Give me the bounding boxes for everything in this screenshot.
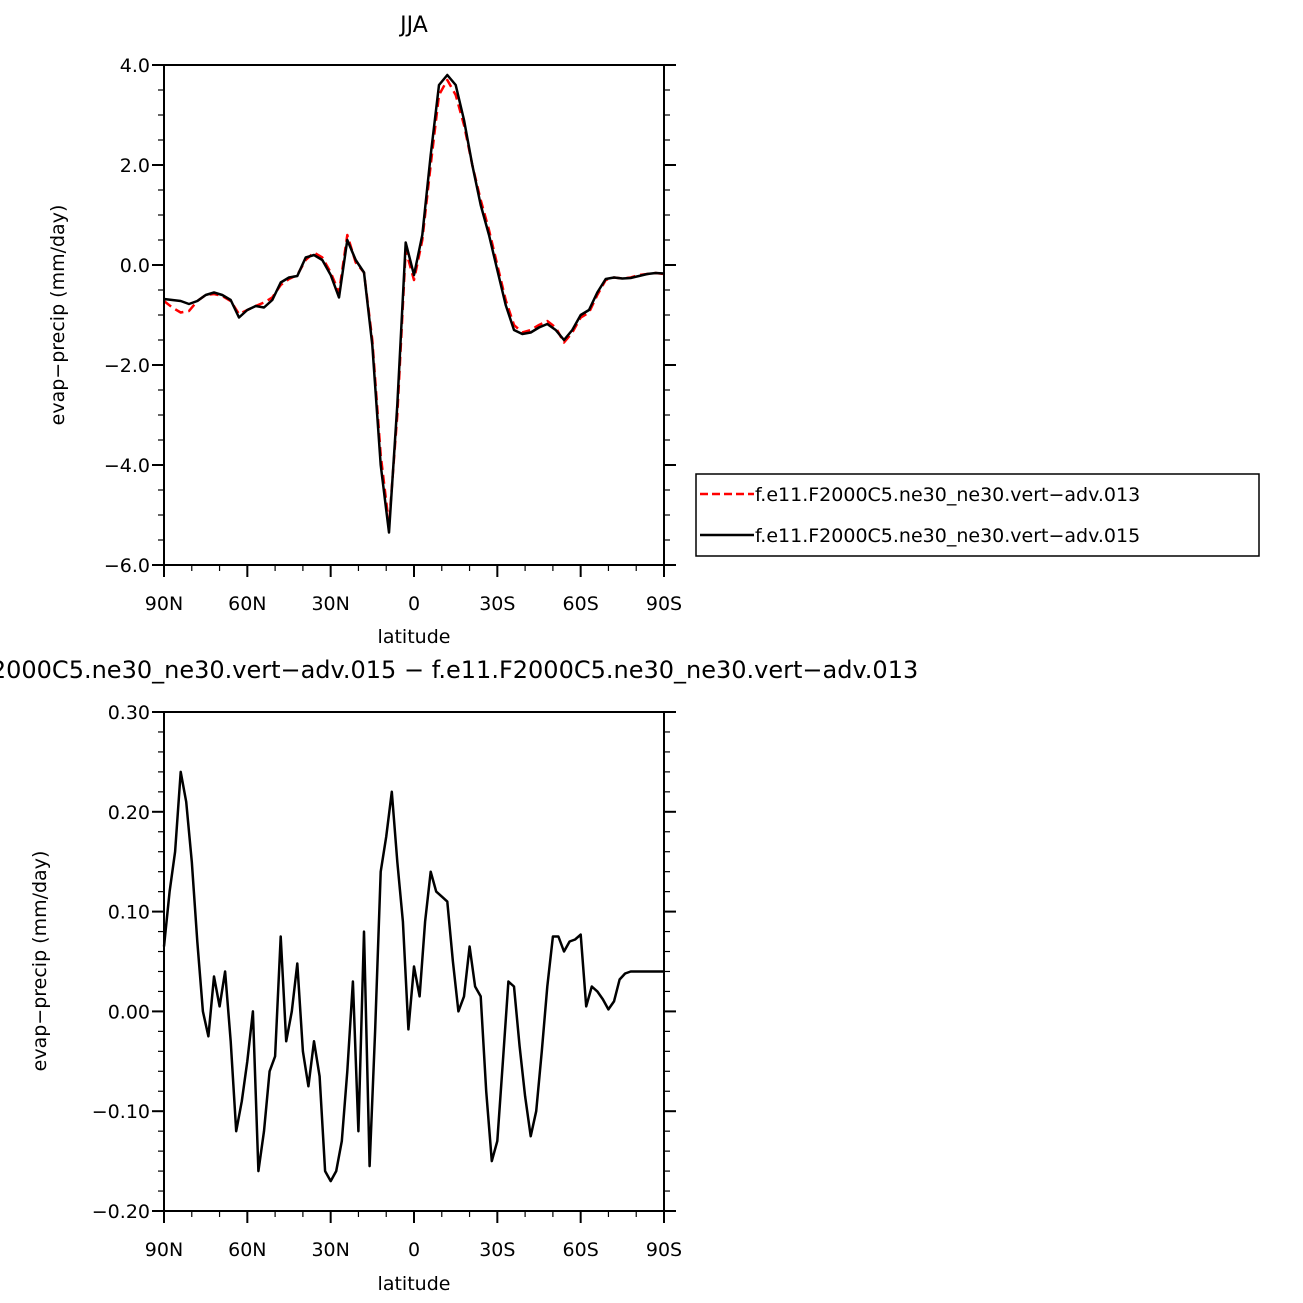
x-tick-label: 90S <box>646 593 682 615</box>
legend-label-015: f.e11.F2000C5.ne30_ne30.vert−adv.015 <box>755 525 1140 547</box>
y-tick-label: −6.0 <box>104 555 150 577</box>
y-tick-label: 0.30 <box>108 702 150 724</box>
x-tick-label: 90S <box>646 1239 682 1261</box>
series-line-1 <box>162 770 664 1183</box>
x-tick-label: 0 <box>408 593 420 615</box>
panel-bottom-xlabel: latitude <box>378 1273 451 1295</box>
panel-bottom-series <box>162 770 664 1183</box>
y-tick-label: 2.0 <box>120 155 150 177</box>
y-tick-label: 0.0 <box>120 255 150 277</box>
panel-top-series <box>163 73 665 534</box>
x-tick-label: 30S <box>479 1239 515 1261</box>
x-tick-label: 60N <box>228 593 266 615</box>
panel-bottom: f.e11.F2000C5.ne30_ne30.vert−adv.015 − f… <box>0 656 918 1295</box>
y-tick-label: −4.0 <box>104 455 150 477</box>
series-line-2 <box>163 73 665 534</box>
series-line-1 <box>163 78 665 527</box>
y-tick-label: 0.00 <box>108 1001 150 1023</box>
x-tick-label: 30N <box>311 593 349 615</box>
x-tick-label: 90N <box>145 1239 183 1261</box>
panel-top-frame <box>163 64 665 566</box>
panel-top-title: JJA <box>398 13 428 38</box>
y-tick-label: −0.10 <box>92 1101 150 1123</box>
panel-top-xlabel: latitude <box>378 626 451 648</box>
x-tick-label: 60S <box>563 593 599 615</box>
panel-top-ticks: 4.0 2.0 0.0 −2.0 −4.0 −6.0 90N 60N 30N 0 30S 60S 90S <box>104 55 682 615</box>
panel-top-ylabel: evap−precip (mm/day) <box>47 205 69 426</box>
x-tick-label: 90N <box>145 593 183 615</box>
legend: f.e11.F2000C5.ne30_ne30.vert−adv.013 f.e… <box>695 473 1260 557</box>
y-tick-label: −2.0 <box>104 355 150 377</box>
panel-bottom-title: f.e11.F2000C5.ne30_ne30.vert−adv.015 − f… <box>0 656 918 684</box>
x-tick-label: 30N <box>311 1239 349 1261</box>
x-tick-label: 0 <box>408 1239 420 1261</box>
x-tick-label: 60N <box>228 1239 266 1261</box>
legend-label-013: f.e11.F2000C5.ne30_ne30.vert−adv.013 <box>755 484 1140 506</box>
panel-bottom-frame <box>163 711 665 1212</box>
x-tick-label: 60S <box>563 1239 599 1261</box>
y-tick-label: 4.0 <box>120 55 150 77</box>
x-tick-label: 30S <box>479 593 515 615</box>
panel-top: JJA 4.0 2.0 0.0 −2.0 −4.0 −6.0 90N 60N 30N 0 30S 60… <box>47 13 1260 648</box>
legend-box <box>695 473 1260 557</box>
y-tick-label: 0.20 <box>108 802 150 824</box>
y-tick-label: −0.20 <box>92 1201 150 1223</box>
panel-bottom-ylabel: evap−precip (mm/day) <box>29 851 51 1072</box>
y-tick-label: 0.10 <box>108 902 150 924</box>
